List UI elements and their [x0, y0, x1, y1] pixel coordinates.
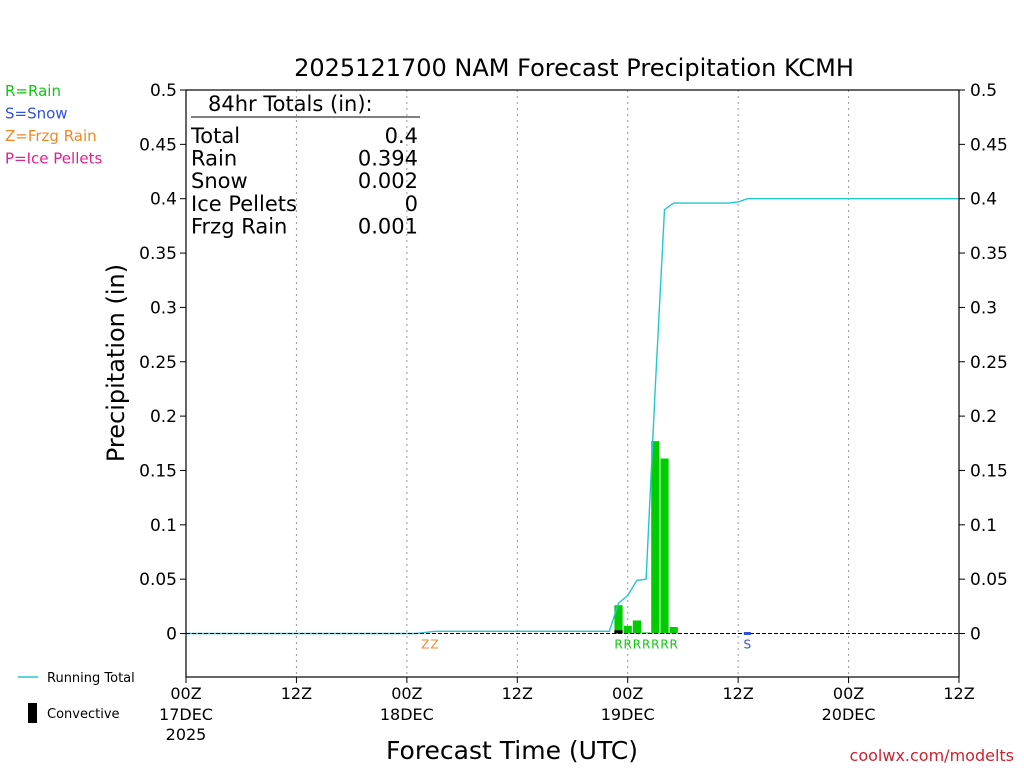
ptype-letter: S	[744, 638, 752, 652]
y-tick-label-right: 0.05	[970, 570, 1008, 590]
ptype-letter: Z	[421, 638, 429, 652]
x-tick-label: 00Z	[833, 684, 864, 703]
x-tick-label: 00Z	[391, 684, 422, 703]
y-tick-label-left: 0.05	[139, 570, 177, 590]
legends: R=Rain S=Snow Z=Frzg Rain P=Ice Pellets Runn…	[5, 82, 135, 723]
running-total-series	[186, 197, 959, 635]
totals-heading: 84hr Totals (in):	[208, 92, 373, 116]
y-tick-label-left: 0.2	[150, 407, 177, 427]
precip-bars	[614, 441, 678, 634]
y-tick-label-left: 0.45	[139, 135, 177, 155]
convective-bar	[614, 630, 623, 634]
x-tick-label: 00Z	[612, 684, 643, 703]
totals-row-value: 0.394	[358, 147, 418, 171]
y-tick-label-left: 0.5	[150, 81, 177, 101]
axes: 0 0 0.05 0.05 0.1 0.1 0.15 0.15 0.2 0.2 0.25 0.25 0.…	[139, 81, 1008, 744]
precip-bar	[660, 458, 669, 634]
ptype-letter: R	[642, 638, 650, 652]
y-tick-label-left: 0.35	[139, 244, 177, 264]
ptype-legend-item: P=Ice Pellets	[5, 150, 102, 168]
grid-lines	[295, 90, 850, 677]
x-tick-date: 20DEC	[822, 705, 876, 724]
totals-row-label: Frzg Rain	[191, 214, 287, 238]
ptype-letter: R	[651, 638, 659, 652]
totals-row-value: 0.001	[358, 214, 418, 238]
y-tick-label-left: 0.1	[150, 516, 177, 536]
credit-text: coolwx.com/modelts	[850, 746, 1014, 765]
ptype-letter: R	[624, 638, 632, 652]
y-tick-label-left: 0	[166, 625, 177, 645]
ptype-legend-item: R=Rain	[5, 82, 61, 100]
legend-bar-swatch	[28, 703, 37, 723]
y-tick-label-right: 0.25	[970, 353, 1008, 373]
chart-title: 2025121700 NAM Forecast Precipitation KC…	[294, 54, 854, 82]
y-tick-label-right: 0.4	[970, 190, 997, 210]
ptype-letter: R	[670, 638, 678, 652]
totals-row-label: Snow	[191, 169, 248, 193]
totals-box: 84hr Totals (in): Total 0.4 Rain 0.394 Snow 0.…	[190, 92, 420, 238]
totals-row-value: 0.002	[358, 169, 418, 193]
x-tick-label: 12Z	[943, 684, 974, 703]
y-tick-label-right: 0.5	[970, 81, 997, 101]
x-tick-date: 17DEC	[159, 705, 213, 724]
totals-row-label: Total	[190, 124, 240, 148]
y-tick-label-right: 0.1	[970, 516, 997, 536]
y-tick-label-right: 0.2	[970, 407, 997, 427]
y-tick-label-right: 0.15	[970, 461, 1008, 481]
x-tick-date: 18DEC	[380, 705, 434, 724]
totals-row-label: Rain	[191, 147, 237, 171]
ptype-letter: R	[633, 638, 641, 652]
y-tick-label-left: 0.15	[139, 461, 177, 481]
y-tick-label-left: 0.4	[150, 190, 177, 210]
y-tick-label-right: 0.35	[970, 244, 1008, 264]
precip-bar	[632, 620, 642, 634]
legend-convective: Convective	[47, 707, 120, 722]
totals-row-label: Ice Pellets	[191, 192, 297, 216]
legend-running-total: Running Total	[47, 671, 135, 686]
y-tick-label-left: 0.25	[139, 353, 177, 373]
ptype-letter: R	[614, 638, 622, 652]
ptype-legend-item: S=Snow	[5, 105, 68, 123]
x-tick-label: 00Z	[170, 684, 201, 703]
y-axis-label: Precipitation (in)	[102, 264, 130, 462]
precip-bar	[614, 605, 623, 634]
x-tick-label: 12Z	[502, 684, 533, 703]
precip-bar	[669, 626, 678, 634]
x-tick-label: 12Z	[722, 684, 753, 703]
ptype-letter: Z	[430, 638, 438, 652]
x-tick-label: 12Z	[281, 684, 312, 703]
plot-frame	[185, 89, 960, 678]
totals-row-value: 0.4	[385, 124, 418, 148]
ptype-letter: R	[660, 638, 668, 652]
x-axis-label: Forecast Time (UTC)	[386, 736, 638, 765]
x-tick-year: 2025	[166, 725, 207, 744]
running-total-line	[186, 197, 959, 635]
y-tick-label-left: 0.3	[150, 298, 177, 318]
x-tick-date: 19DEC	[601, 705, 655, 724]
precip-bar	[651, 441, 660, 634]
ptype-legend-item: Z=Frzg Rain	[5, 127, 97, 145]
totals-row-value: 0	[405, 192, 418, 216]
y-tick-label-right: 0	[970, 625, 981, 645]
ptype-axis-mark	[743, 632, 751, 636]
precip-bar	[642, 632, 651, 634]
y-tick-label-right: 0.45	[970, 135, 1008, 155]
y-tick-label-right: 0.3	[970, 298, 997, 318]
precip-bar	[623, 625, 632, 634]
